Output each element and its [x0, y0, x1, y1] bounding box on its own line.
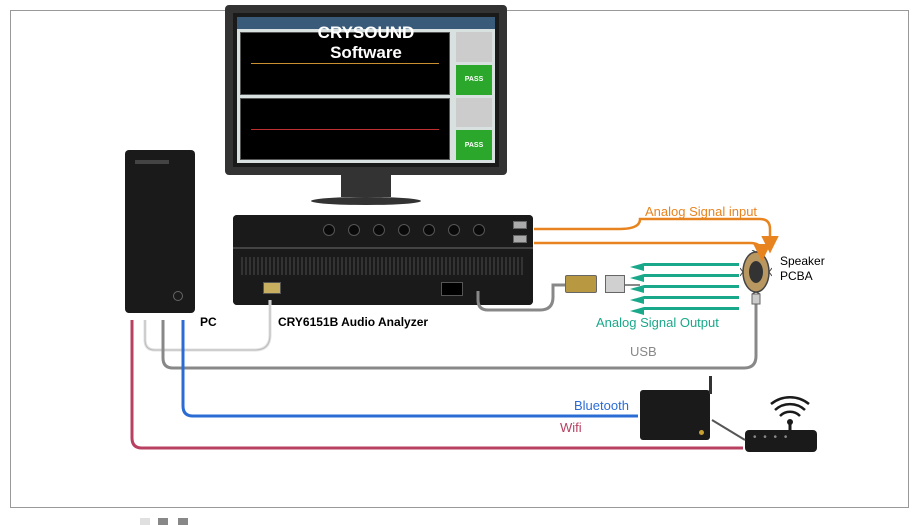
- monitor: CRYSOUND Software PASS PASS: [225, 5, 507, 205]
- rack-bottom-connector: [263, 282, 281, 294]
- wifi-signal-icon: [770, 390, 810, 430]
- speaker-label-1: Speaker: [780, 254, 825, 268]
- rack-connector-bottom: [513, 235, 527, 243]
- speaker-label-2: PCBA: [780, 269, 813, 283]
- analyzer-label: CRY6151B Audio Analyzer: [278, 315, 428, 329]
- rack-bottom-unit: [233, 249, 533, 305]
- bluetooth-device: [640, 390, 710, 440]
- rack-knob: [448, 224, 460, 236]
- rj-connector: [605, 275, 625, 293]
- monitor-stand: [341, 175, 391, 197]
- rack-knob: [348, 224, 360, 236]
- adapter-block: [565, 275, 597, 293]
- pc-port-1: [140, 518, 150, 525]
- rack-knob: [423, 224, 435, 236]
- rack-top-unit: [233, 215, 533, 249]
- rack-knob: [373, 224, 385, 236]
- monitor-screen: CRYSOUND Software PASS PASS: [225, 5, 507, 175]
- pc-tower: [125, 150, 195, 313]
- monitor-base: [311, 197, 421, 205]
- speaker-pcba-icon: [740, 250, 772, 294]
- wifi-router: [745, 430, 817, 452]
- usb-label: USB: [630, 344, 657, 359]
- wifi-label: Wifi: [560, 420, 582, 435]
- software-title-line1: CRYSOUND: [318, 23, 415, 43]
- analog-output-label: Analog Signal Output: [596, 315, 719, 330]
- software-title-line2: Software: [330, 43, 402, 63]
- audio-analyzer-rack: [233, 215, 533, 305]
- analog-input-label: Analog Signal input: [645, 204, 757, 219]
- rack-knob: [398, 224, 410, 236]
- analog-output-arrows: [630, 263, 644, 318]
- rack-connector-top: [513, 221, 527, 229]
- bluetooth-label: Bluetooth: [574, 398, 629, 413]
- pc-port-2: [158, 518, 168, 525]
- bt-led-icon: [699, 430, 704, 435]
- pc-port-3: [178, 518, 188, 525]
- pc-label: PC: [200, 315, 217, 329]
- rack-power-socket: [441, 282, 463, 296]
- rack-knob: [473, 224, 485, 236]
- software-title-overlay: CRYSOUND Software: [237, 17, 495, 163]
- rack-knob: [323, 224, 335, 236]
- software-window: CRYSOUND Software PASS PASS: [237, 17, 495, 163]
